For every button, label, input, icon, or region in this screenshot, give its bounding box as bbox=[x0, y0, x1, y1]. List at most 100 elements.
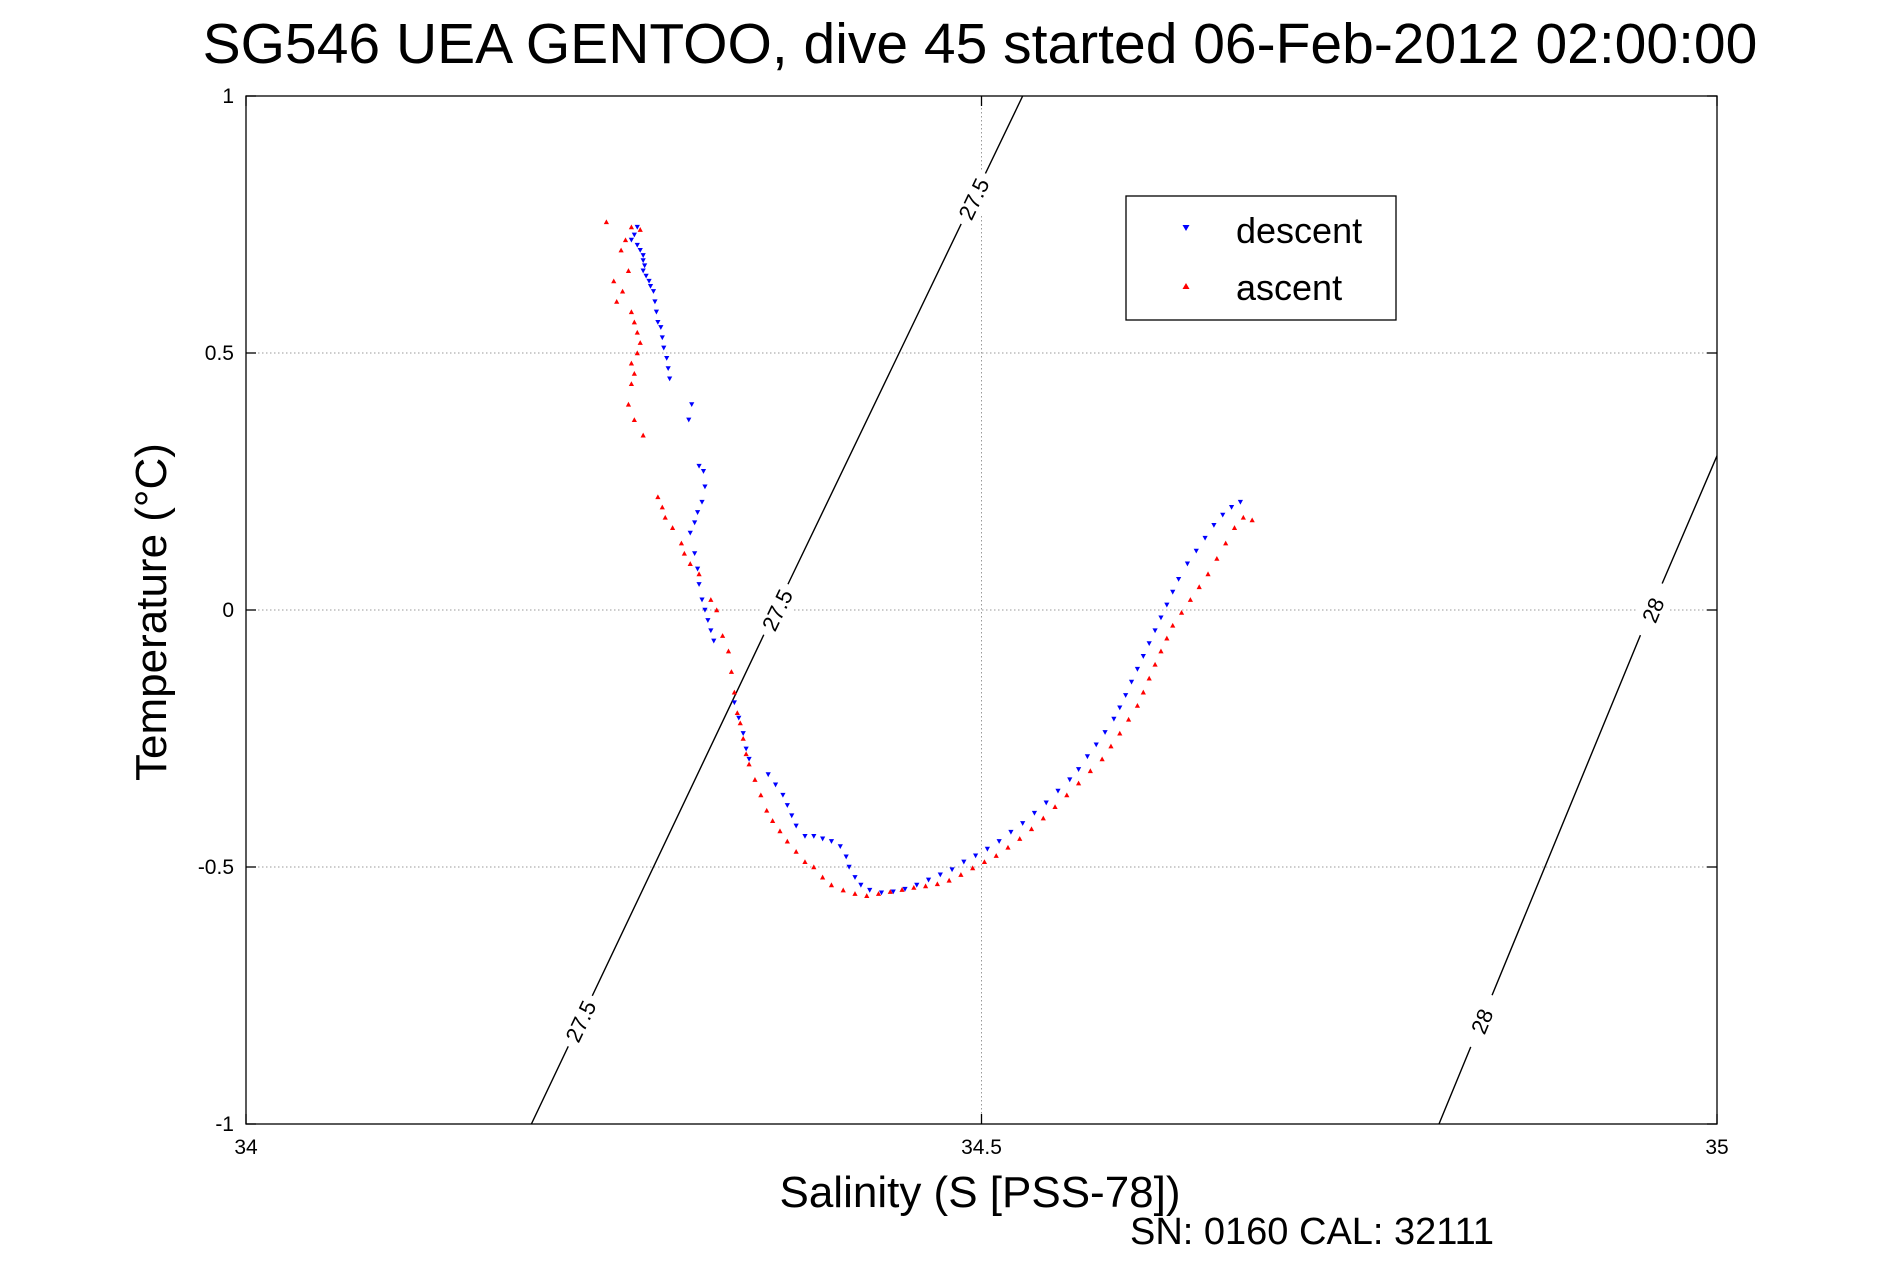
descent-point bbox=[634, 242, 640, 248]
ascent-point bbox=[1040, 815, 1046, 821]
ascent-point bbox=[1214, 556, 1220, 561]
legend-descent-marker bbox=[1182, 225, 1190, 231]
descent-point bbox=[1134, 666, 1141, 672]
ascent-point bbox=[1164, 635, 1170, 641]
ascent-point bbox=[1108, 743, 1114, 749]
ascent-point bbox=[746, 761, 752, 767]
descent-point bbox=[843, 854, 849, 860]
ascent-point bbox=[840, 887, 846, 893]
ascent-point bbox=[619, 288, 626, 294]
ascent-point bbox=[793, 848, 799, 854]
ascent-point bbox=[1028, 826, 1035, 832]
legend: descent ascent bbox=[1125, 195, 1397, 321]
legend-box bbox=[1125, 195, 1397, 321]
descent-point bbox=[1031, 810, 1038, 816]
ascent-point bbox=[634, 329, 640, 335]
ascent-point bbox=[655, 494, 661, 500]
ascent-point bbox=[770, 818, 776, 823]
ascent-point bbox=[1017, 836, 1023, 841]
ascent-point bbox=[662, 514, 668, 520]
data-points bbox=[603, 219, 1255, 898]
descent-point bbox=[628, 237, 635, 243]
descent-point bbox=[1111, 716, 1117, 722]
ascent-point bbox=[634, 350, 640, 356]
ascent-point bbox=[1075, 780, 1082, 786]
descent-point bbox=[902, 886, 908, 892]
descent-point bbox=[736, 715, 742, 721]
descent-point bbox=[640, 253, 646, 258]
ascent-point bbox=[923, 883, 929, 889]
descent-point bbox=[731, 700, 737, 706]
ascent-point bbox=[708, 597, 714, 602]
descent-point bbox=[692, 551, 698, 557]
ascent-point bbox=[731, 689, 737, 695]
descent-point bbox=[1170, 589, 1176, 595]
ascent-point bbox=[728, 669, 735, 674]
x-tick-label: 34.5 bbox=[961, 1136, 1002, 1159]
ascent-point bbox=[911, 884, 917, 890]
descent-point bbox=[1202, 535, 1208, 541]
serial-calibration-label: SN: 0160 CAL: 32111 bbox=[1130, 1211, 1494, 1253]
descent-point bbox=[643, 273, 649, 279]
density-contour-label-bg bbox=[1458, 989, 1506, 1053]
ascent-point bbox=[1146, 675, 1152, 681]
ascent-point bbox=[737, 720, 743, 726]
ascent-point bbox=[1140, 689, 1146, 695]
descent-point bbox=[1146, 641, 1152, 647]
ascent-point bbox=[1152, 661, 1158, 667]
descent-point bbox=[1152, 628, 1158, 634]
descent-point bbox=[846, 864, 852, 870]
ascent-point bbox=[1099, 756, 1105, 762]
descent-point bbox=[696, 463, 702, 469]
ascent-point bbox=[1087, 768, 1093, 774]
x-axis-label: Salinity (S [PSS-78]) bbox=[779, 1168, 1180, 1217]
ascent-point bbox=[899, 887, 905, 892]
descent-point bbox=[914, 882, 920, 888]
ascent-point bbox=[764, 807, 770, 813]
x-tick-label: 34 bbox=[234, 1136, 258, 1159]
ascent-point bbox=[618, 247, 624, 253]
descent-point bbox=[646, 278, 652, 284]
descent-point bbox=[1128, 679, 1135, 685]
density-contour-label-bg bbox=[555, 989, 606, 1053]
descent-point bbox=[811, 833, 817, 839]
ascent-point bbox=[687, 561, 693, 566]
descent-point bbox=[637, 248, 643, 253]
descent-point bbox=[973, 853, 979, 859]
descent-point bbox=[802, 833, 808, 839]
ascent-point bbox=[1231, 525, 1238, 530]
ascent-point bbox=[678, 540, 685, 546]
descent-point bbox=[867, 887, 873, 893]
legend-ascent-marker bbox=[1182, 283, 1190, 289]
descent-point bbox=[696, 582, 702, 587]
descent-point bbox=[708, 628, 714, 634]
ascent-point bbox=[725, 648, 732, 654]
descent-point bbox=[642, 263, 648, 269]
descent-point bbox=[925, 877, 932, 883]
ascent-point bbox=[628, 224, 635, 230]
descent-point bbox=[765, 772, 771, 778]
descent-point bbox=[961, 859, 967, 865]
descent-point bbox=[1123, 693, 1129, 698]
descent-point bbox=[772, 782, 779, 788]
descent-point bbox=[705, 618, 711, 623]
descent-point bbox=[699, 597, 705, 603]
ascent-point bbox=[1126, 716, 1132, 722]
descent-point bbox=[687, 530, 693, 536]
ascent-point bbox=[752, 777, 758, 782]
descent-point bbox=[937, 872, 943, 878]
descent-point bbox=[652, 299, 658, 305]
ascent-point bbox=[734, 710, 740, 715]
descent-point bbox=[711, 638, 717, 644]
descent-point bbox=[661, 345, 667, 351]
descent-point bbox=[665, 366, 671, 372]
ascent-point bbox=[637, 227, 643, 232]
grid bbox=[246, 96, 1717, 1124]
ascent-point bbox=[659, 504, 665, 510]
descent-point bbox=[689, 402, 695, 407]
y-axis-label: Temperature (°C) bbox=[127, 443, 176, 781]
descent-point bbox=[1117, 705, 1123, 711]
ascent-point bbox=[1249, 517, 1255, 523]
descent-point bbox=[740, 731, 746, 736]
